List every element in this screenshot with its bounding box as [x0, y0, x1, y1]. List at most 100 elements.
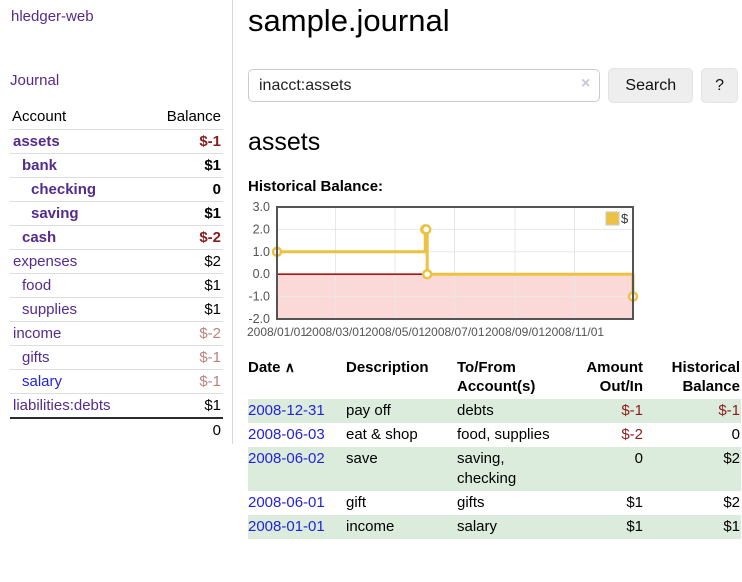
transaction-row[interactable]: 2008-06-02 save saving, checking 0 $2 [248, 447, 741, 491]
account-row: salary $-1 [10, 369, 223, 394]
account-link[interactable]: assets [13, 133, 60, 150]
register-header-amount: Amount Out/In [586, 359, 643, 395]
register-header-description: Description [346, 359, 429, 376]
sort-ascending-icon: ∧ [284, 359, 295, 375]
data-point-marker [421, 268, 433, 280]
transaction-balance: $2 [723, 494, 740, 511]
transaction-date-link[interactable]: 2008-01-01 [248, 518, 325, 535]
register-header-accounts: To/From Account(s) [457, 359, 536, 395]
transaction-balance: $2 [723, 450, 740, 467]
x-tick-label: 2008/05/01 [365, 325, 425, 339]
transaction-accounts: saving, checking [457, 450, 517, 487]
account-balance: $-1 [199, 133, 221, 150]
help-button[interactable]: ? [701, 68, 738, 103]
account-row: supplies $1 [10, 297, 223, 322]
transaction-row[interactable]: 2008-06-03 eat & shop food, supplies $-2 0 [248, 423, 741, 447]
accounts-total-value: 0 [212, 422, 221, 439]
account-row: cash $-2 [10, 225, 223, 250]
transaction-amount: $-2 [621, 426, 643, 443]
register-header-date[interactable]: Date ∧ [248, 356, 346, 399]
account-balance: $-1 [199, 373, 221, 390]
accounts-table: Account Balance assets $-1 bank $1 checking 0… [10, 106, 223, 442]
account-row: liabilities:debts $1 [10, 393, 223, 419]
account-link[interactable]: liabilities:debts [13, 397, 111, 414]
transaction-accounts: gifts [457, 494, 485, 511]
transaction-amount: $1 [626, 494, 643, 511]
accounts-header-balance: Balance [166, 108, 221, 125]
y-tick-label: 2.0 [253, 222, 270, 236]
transaction-amount: 0 [634, 450, 643, 467]
transaction-date-link[interactable]: 2008-06-01 [248, 494, 325, 511]
transaction-row[interactable]: 2008-12-31 pay off debts $-1 $-1 [248, 399, 741, 423]
accounts-header-row: Account Balance [10, 106, 223, 130]
account-row: assets $-1 [10, 129, 223, 154]
transaction-amount: $1 [626, 518, 643, 535]
y-tick-label: 1.0 [253, 245, 270, 259]
account-link[interactable]: gifts [22, 349, 50, 366]
x-tick-label: 2008/09/01 [485, 325, 545, 339]
transaction-row[interactable]: 2008-01-01 income salary $1 $1 [248, 515, 741, 539]
transaction-balance: $1 [723, 518, 740, 535]
clear-search-icon[interactable]: × [581, 75, 591, 92]
account-balance: $1 [204, 277, 221, 294]
historical-balance-chart[interactable]: $3.0 2.0 1.0 0.0 -1.0 -2.0 2008/01/01 2008/03/0… [241, 200, 738, 344]
main-content: sample.journal × Search ? assets Histori… [233, 0, 742, 539]
transaction-row[interactable]: 2008-06-01 gift gifts $1 $2 [248, 491, 741, 515]
transaction-description: pay off [346, 402, 391, 419]
account-balance: $-2 [199, 229, 221, 246]
transaction-amount: $-1 [621, 402, 643, 419]
account-row: income $-2 [10, 321, 223, 346]
account-balance: $-1 [199, 349, 221, 366]
search-button[interactable]: Search [608, 68, 694, 103]
transaction-accounts: salary [457, 518, 498, 535]
account-link[interactable]: checking [31, 181, 97, 198]
app-title-link[interactable]: hledger-web [11, 8, 94, 25]
transaction-description: eat & shop [346, 426, 418, 443]
legend-swatch [605, 211, 620, 226]
accounts-header-account: Account [12, 108, 67, 125]
account-row: gifts $-1 [10, 345, 223, 370]
account-link[interactable]: salary [22, 373, 63, 390]
transaction-date-link[interactable]: 2008-12-31 [248, 402, 325, 419]
y-tick-label: 0.0 [253, 267, 270, 281]
account-row: checking 0 [10, 177, 223, 202]
account-link[interactable]: bank [22, 157, 58, 174]
y-tick-label: -2.0 [248, 312, 270, 326]
account-balance: $2 [204, 253, 221, 270]
account-link[interactable]: income [13, 325, 62, 342]
plot-border [276, 206, 634, 320]
account-link[interactable]: food [22, 277, 52, 294]
account-link[interactable]: expenses [13, 253, 78, 270]
account-balance: $1 [204, 157, 221, 174]
transaction-balance: $-1 [718, 402, 740, 419]
transaction-date-link[interactable]: 2008-06-02 [248, 450, 325, 467]
y-tick-label: -1.0 [248, 290, 270, 304]
page: hledger-web Journal Account Balance asse… [0, 0, 742, 539]
nav-journal-link[interactable]: Journal [10, 72, 60, 89]
transaction-balance: 0 [731, 426, 740, 443]
account-balance: 0 [212, 181, 221, 198]
search-box: × [248, 69, 601, 102]
account-row: expenses $2 [10, 249, 223, 274]
register-table: Date ∧ Description To/From Account(s) Am… [248, 356, 741, 539]
accounts-total-row: 0 [10, 418, 223, 442]
account-balance: $1 [204, 397, 221, 414]
transaction-date-link[interactable]: 2008-06-03 [248, 426, 325, 443]
account-balance: $1 [204, 301, 221, 318]
account-balance: $-2 [199, 325, 221, 342]
account-link[interactable]: saving [31, 205, 79, 222]
account-row: food $1 [10, 273, 223, 298]
legend-label: $ [621, 211, 629, 226]
transaction-description: save [346, 450, 378, 467]
sidebar: hledger-web Journal Account Balance asse… [0, 0, 233, 444]
account-balance: $1 [204, 205, 221, 222]
search-input[interactable] [248, 69, 601, 102]
y-tick-label: 3.0 [253, 200, 270, 214]
transaction-description: gift [346, 494, 367, 511]
account-link[interactable]: cash [22, 229, 57, 246]
page-title: sample.journal [248, 3, 450, 38]
accounts-total-spacer [10, 418, 146, 442]
account-link[interactable]: supplies [22, 301, 78, 318]
account-row: bank $1 [10, 153, 223, 178]
x-tick-label: 2008/03/01 [305, 325, 365, 339]
